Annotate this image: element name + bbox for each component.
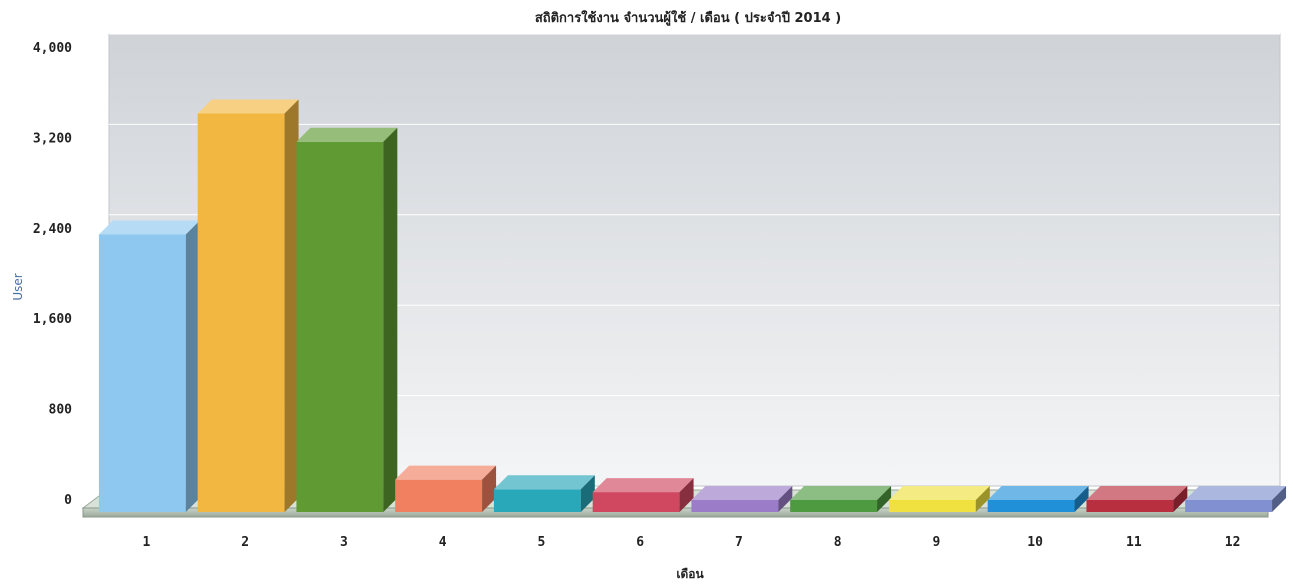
bar-side [679, 478, 694, 512]
bar-side [1074, 486, 1089, 512]
bar [493, 475, 595, 512]
x-axis-categories: 1 2 3 4 5 6 7 8 9 10 11 12 [142, 535, 1240, 550]
bar-side [1272, 486, 1287, 512]
bar-front [987, 500, 1075, 512]
chart-title: สถิติการใช้งาน จำนวนผู้ใช้ / เดือน ( ประ… [535, 9, 841, 26]
x-tick-label: 10 [1027, 535, 1043, 550]
bar [691, 486, 793, 512]
x-tick-label: 4 [439, 535, 447, 550]
x-tick-label: 7 [735, 535, 743, 550]
y-tick-label: 1,600 [33, 312, 72, 327]
y-axis-label: User [11, 273, 25, 300]
bar [98, 220, 200, 512]
y-tick-label: 800 [49, 403, 73, 418]
bar-top [98, 220, 200, 235]
bar-side [877, 486, 892, 512]
bar-front [1086, 500, 1174, 512]
bar-top [1185, 486, 1287, 500]
bar-side [185, 220, 200, 512]
bar-top [1086, 486, 1188, 500]
bar-front [592, 492, 680, 512]
bar [592, 478, 694, 512]
bar-front [691, 500, 779, 512]
bar-top [296, 127, 398, 142]
bar [296, 127, 398, 513]
x-tick-label: 2 [241, 535, 249, 550]
bar-front [1185, 500, 1273, 512]
bar [987, 486, 1089, 512]
bar-side [284, 99, 299, 512]
bar-front [395, 479, 483, 512]
x-tick-label: 1 [142, 535, 150, 550]
bar [1086, 486, 1188, 512]
bars [98, 99, 1287, 513]
x-tick-label: 12 [1225, 535, 1241, 550]
bar-side [482, 465, 497, 512]
y-tick-label: 2,400 [33, 222, 72, 237]
bar-top [691, 486, 793, 500]
bar-top [790, 486, 892, 500]
bar [1185, 486, 1287, 512]
x-tick-label: 6 [636, 535, 644, 550]
x-tick-label: 3 [340, 535, 348, 550]
y-axis-ticks: 0 800 1,600 2,400 3,200 4,000 [33, 41, 72, 508]
bar-side [580, 475, 595, 512]
bar-top [395, 465, 497, 480]
bar [197, 99, 299, 512]
bar-top [592, 478, 694, 493]
bar [395, 465, 497, 512]
x-axis-label: เดือน [676, 567, 704, 581]
y-tick-label: 4,000 [33, 41, 72, 56]
bar [888, 486, 990, 512]
bar-side [383, 127, 398, 512]
bar-top [493, 475, 595, 490]
bar-side [975, 486, 990, 512]
bar-front [888, 500, 976, 512]
x-tick-label: 9 [932, 535, 940, 550]
y-tick-label: 0 [64, 493, 72, 508]
bar-front [296, 141, 384, 513]
y-tick-label: 3,200 [33, 131, 72, 146]
x-tick-label: 5 [537, 535, 545, 550]
x-tick-label: 8 [834, 535, 842, 550]
bar-side [1173, 486, 1188, 512]
bar-side [778, 486, 793, 512]
bar-top [987, 486, 1089, 500]
bar-front [790, 500, 878, 512]
bar-top [888, 486, 990, 500]
bar [790, 486, 892, 512]
bar-top [197, 99, 299, 114]
bar-front [493, 489, 581, 512]
bar-front [197, 113, 285, 512]
bar-front [98, 234, 186, 512]
x-tick-label: 11 [1126, 535, 1142, 550]
